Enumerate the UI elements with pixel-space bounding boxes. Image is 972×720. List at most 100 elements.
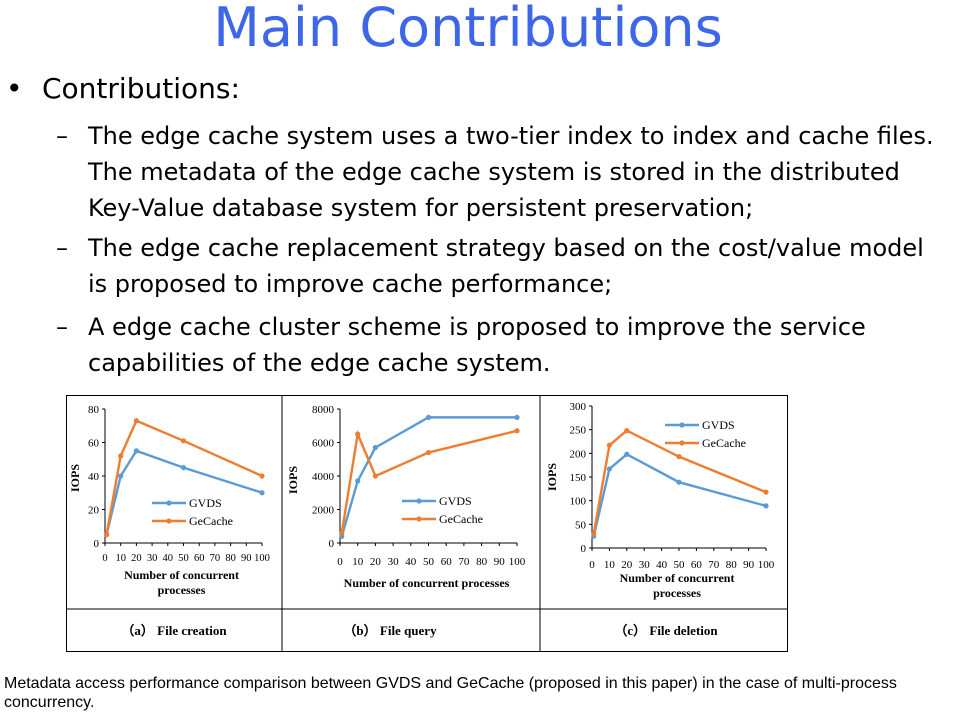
sub-bullet-dash: – <box>56 122 68 150</box>
data-point-gvds <box>133 448 139 454</box>
x-tick-label: 40 <box>656 559 668 571</box>
legend-marker <box>679 440 685 446</box>
y-tick-label: 8000 <box>312 404 335 416</box>
y-tick-label: 250 <box>570 425 587 437</box>
data-point-gvds <box>676 479 682 485</box>
bullet-label: Contributions: <box>42 72 240 105</box>
x-tick-label: 10 <box>115 553 126 564</box>
y-tick-label: 150 <box>570 472 587 484</box>
data-point-gecache <box>259 473 265 479</box>
x-tick-label: 50 <box>178 553 189 564</box>
x-tick-label: 100 <box>758 559 775 571</box>
slide-title: Main Contributions <box>213 0 723 59</box>
data-point-gecache <box>591 531 597 537</box>
y-tick-label: 6000 <box>312 438 335 450</box>
x-tick-label: 70 <box>210 553 221 564</box>
y-tick-label: 100 <box>570 496 587 508</box>
sub-bullet-text: A edge cache cluster scheme is proposed … <box>88 309 968 381</box>
data-point-gvds <box>355 478 361 484</box>
x-tick-label: 20 <box>131 553 142 564</box>
x-tick-label: 0 <box>102 553 107 564</box>
y-tick-label: 60 <box>88 438 100 450</box>
x-axis-label: processes <box>653 586 701 600</box>
x-tick-label: 10 <box>604 559 616 571</box>
legend-marker <box>416 516 422 522</box>
panel-label: （a） File creation <box>121 623 227 638</box>
x-tick-label: 80 <box>225 553 236 564</box>
figure-caption: Metadata access performance comparison b… <box>4 675 897 711</box>
x-tick-label: 50 <box>423 556 435 568</box>
data-point-gecache <box>180 438 187 444</box>
legend-marker <box>679 422 685 428</box>
y-tick-label: 200 <box>570 448 587 460</box>
data-point-gvds <box>118 473 124 479</box>
sub-bullet-dash: – <box>56 234 68 262</box>
y-tick-label: 50 <box>575 519 587 531</box>
x-axis-label: processes <box>158 583 206 597</box>
bullet-marker: • <box>6 72 23 105</box>
x-tick-label: 60 <box>441 556 453 568</box>
data-point-gvds <box>606 466 612 472</box>
x-tick-label: 90 <box>494 556 506 568</box>
data-point-gecache <box>606 442 612 448</box>
x-tick-label: 20 <box>621 559 633 571</box>
legend-marker <box>416 498 422 504</box>
data-point-gvds <box>259 490 265 496</box>
sub-bullet-line: is proposed to improve cache performance… <box>88 270 613 298</box>
sub-bullet-line: The metadata of the edge cache system is… <box>88 158 900 186</box>
panel-label: （b） File query <box>343 623 437 638</box>
legend-label: GVDS <box>189 496 222 510</box>
y-axis-label: IOPS <box>286 466 300 494</box>
x-tick-label: 90 <box>743 559 755 571</box>
x-tick-label: 80 <box>726 559 738 571</box>
legend-label: GeCache <box>702 436 746 450</box>
data-point-gecache <box>514 428 520 434</box>
legend-label: GVDS <box>439 494 472 508</box>
legend-label: GeCache <box>189 514 233 528</box>
data-point-gvds <box>514 414 520 420</box>
figure-frame <box>66 395 788 652</box>
x-tick-label: 100 <box>509 556 526 568</box>
x-tick-label: 70 <box>458 556 470 568</box>
data-point-gvds <box>372 444 378 451</box>
data-point-gecache <box>372 473 378 479</box>
series-line-gecache <box>105 419 263 535</box>
y-axis-label: IOPS <box>545 463 559 491</box>
y-axis-label: IOPS <box>68 464 82 492</box>
legend-marker <box>166 518 172 524</box>
series-line-gvds <box>592 452 767 537</box>
sub-bullet-line: Key-Value database system for persistent… <box>88 194 754 222</box>
x-tick-label: 50 <box>674 559 686 571</box>
data-point-gecache <box>763 489 769 495</box>
x-tick-label: 40 <box>163 553 174 564</box>
data-point-gecache <box>118 453 124 459</box>
sub-bullet-dash: – <box>56 313 68 341</box>
sub-bullet-line: capabilities of the edge cache system. <box>88 349 551 377</box>
x-tick-label: 80 <box>476 556 488 568</box>
sub-bullet-line: A edge cache cluster scheme is proposed … <box>88 313 866 341</box>
y-tick-label: 0 <box>329 538 335 550</box>
y-tick-label: 4000 <box>312 471 335 483</box>
data-point-gecache <box>676 454 682 460</box>
chart-panel: 0 2000 4000 6000 8000 0 10 20 30 40 50 60 70 80 90 100 N… <box>286 404 526 638</box>
data-point-gecache <box>103 532 110 538</box>
y-tick-label: 20 <box>88 505 100 517</box>
chart-panel: 0 20 40 60 80 0 10 20 30 40 50 60 70 80 90 100 Number of… <box>68 404 270 638</box>
x-axis-label: Number of concurrent processes <box>344 576 510 590</box>
x-tick-label: 30 <box>147 553 158 564</box>
data-point-gvds <box>624 451 630 457</box>
y-tick-label: 0 <box>94 538 100 550</box>
sub-bullet-line: The edge cache replacement strategy base… <box>88 234 924 262</box>
y-tick-label: 2000 <box>312 505 335 517</box>
x-tick-label: 0 <box>589 559 595 571</box>
x-tick-label: 90 <box>241 553 252 564</box>
legend-marker <box>166 500 172 506</box>
legend-label: GeCache <box>439 512 483 526</box>
data-point-gecache <box>339 530 345 536</box>
x-tick-label: 10 <box>352 556 364 568</box>
y-tick-label: 300 <box>570 401 587 413</box>
data-point-gecache <box>624 428 630 434</box>
series-line-gecache <box>340 429 518 534</box>
data-point-gecache <box>133 418 139 424</box>
